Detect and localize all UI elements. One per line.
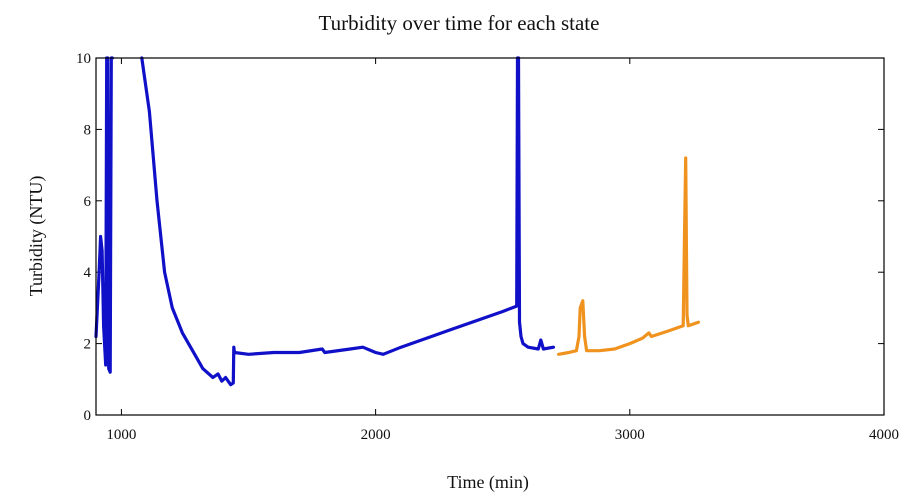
series-layer xyxy=(94,56,700,387)
series-line-2 xyxy=(557,156,700,356)
y-tick-label: 8 xyxy=(84,122,92,138)
y-axis-label: Turbidity (NTU) xyxy=(26,176,47,297)
x-tick-label: 3000 xyxy=(615,427,645,443)
y-tick-label: 4 xyxy=(84,265,92,281)
y-tick-label: 0 xyxy=(84,408,92,424)
x-tick-label: 1000 xyxy=(106,427,136,443)
x-axis-label: Time (min) xyxy=(447,472,529,493)
x-tick-label: 4000 xyxy=(869,427,899,443)
x-tick-label: 2000 xyxy=(361,427,391,443)
series-line-1 xyxy=(94,56,556,387)
y-tick-label: 6 xyxy=(84,194,92,210)
y-tick-label: 2 xyxy=(84,337,92,353)
plot-frame xyxy=(95,57,885,416)
chart-title: Turbidity over time for each state xyxy=(319,11,600,35)
axis-ticks: 1000 2000 3000 4000 0 2 4 6 8 10 xyxy=(76,51,899,443)
y-tick-label: 10 xyxy=(76,51,91,67)
